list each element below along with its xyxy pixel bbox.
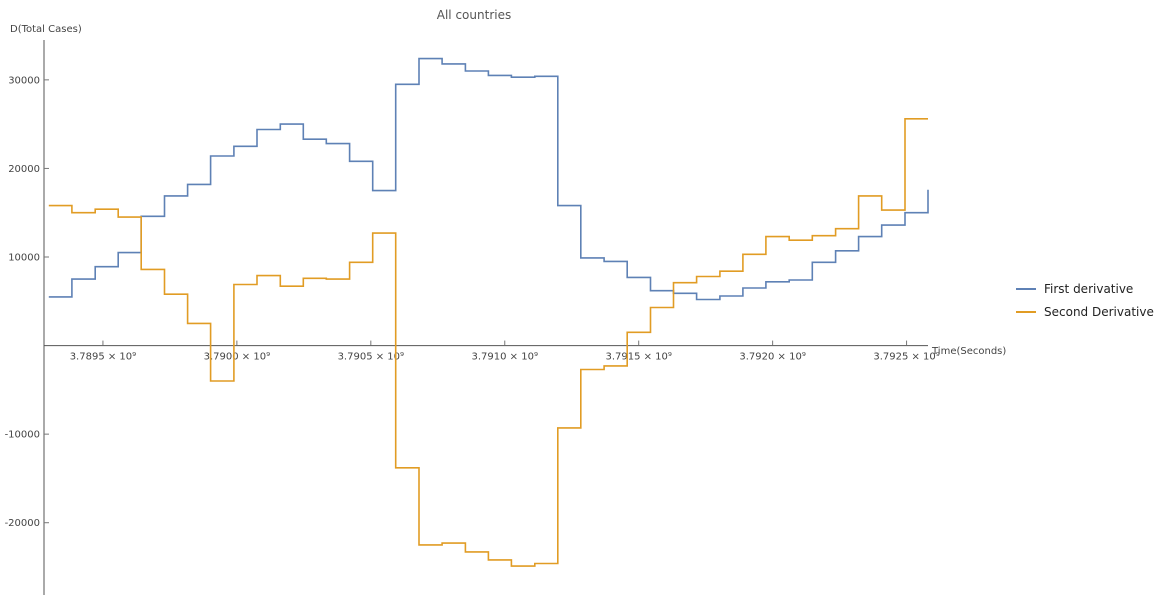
y-tick-label: 10000	[8, 253, 40, 264]
series-line-1	[48, 118, 928, 567]
x-tick-label: 3.7900 × 10⁹	[204, 352, 270, 363]
y-axis-label: D(Total Cases)	[10, 24, 82, 35]
y-tick-label: -10000	[5, 430, 40, 441]
chart-title: All countries	[437, 8, 511, 22]
x-ticks: 3.7895 × 10⁹ 3.7900 × 10⁹ 3.7905 × 10⁹ 3.79…	[70, 340, 940, 363]
legend: First derivative Second Derivative	[1016, 282, 1154, 319]
x-tick-label: 3.7905 × 10⁹	[338, 352, 404, 363]
y-tick-label: 20000	[8, 164, 40, 175]
legend-label-0: First derivative	[1044, 282, 1133, 296]
legend-label-1: Second Derivative	[1044, 305, 1154, 319]
x-tick-label: 3.7925 × 10⁹	[873, 352, 939, 363]
y-tick-label: -20000	[5, 518, 40, 529]
y-ticks: -20000 -10000 10000 20000 30000	[5, 75, 49, 529]
x-tick-label: 3.7910 × 10⁹	[472, 352, 538, 363]
x-tick-label: 3.7895 × 10⁹	[70, 352, 136, 363]
series-group	[48, 57, 929, 567]
x-axis-label: Time(Seconds)	[931, 346, 1006, 357]
y-tick-label: 30000	[8, 75, 40, 86]
series-line-0	[48, 57, 929, 301]
x-tick-label: 3.7915 × 10⁹	[605, 352, 671, 363]
x-tick-label: 3.7920 × 10⁹	[739, 352, 805, 363]
